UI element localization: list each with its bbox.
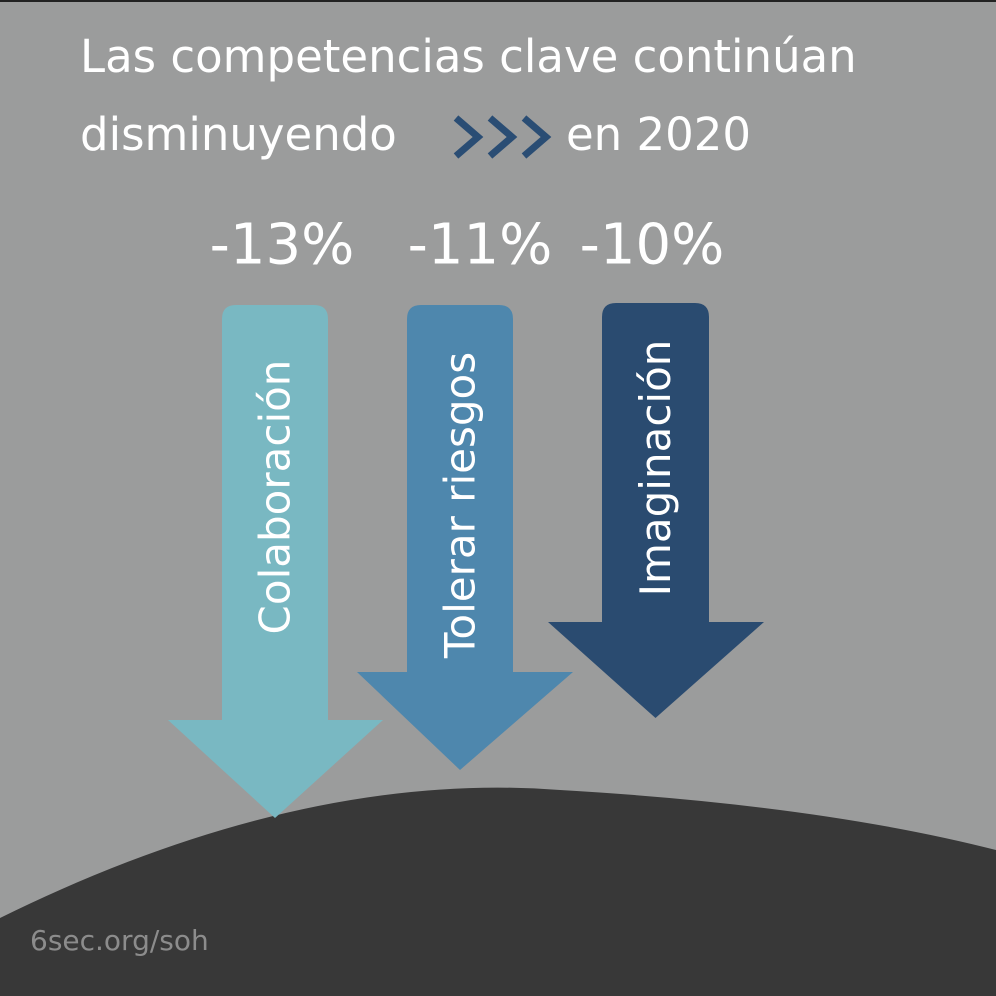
chevrons [453,115,552,159]
title-line-end: en 2020 [566,108,751,161]
percent-change: -11% [408,213,553,278]
arrow [548,303,764,718]
arrow-label: Tolerar riesgos [436,352,485,659]
footer: 6sec.org/soh [30,924,209,957]
arrow [357,305,573,770]
arrow [168,305,383,818]
arrow-label: Imaginación [631,340,680,597]
percent-change: -10% [580,213,725,278]
percent-change: -13% [210,213,355,278]
hill [0,787,996,996]
title-line: Las competencias clave continúan [80,30,857,83]
arrow-label: Colaboración [251,360,300,635]
title-line-start: disminuyendo [80,108,397,161]
